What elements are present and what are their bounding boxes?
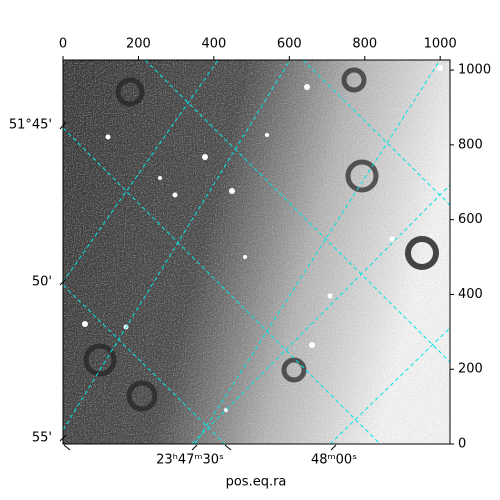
ra-tick-label: 23ʰ47ᵐ30ˢ: [156, 453, 224, 468]
x-tick-label: 200: [126, 37, 151, 52]
dec-tick-label: 55': [32, 431, 52, 446]
dec-tick-label: 51°45': [9, 118, 52, 133]
x-tick-label: 0: [59, 37, 67, 52]
y-tick-label: 600: [458, 212, 483, 227]
y-tick-label: 800: [458, 137, 483, 152]
x-tick-label: 1000: [424, 37, 457, 52]
x-tick-label: 800: [352, 37, 377, 52]
y-tick-label: 0: [458, 437, 466, 452]
sky-image: [63, 60, 450, 444]
x-tick-label: 600: [277, 37, 302, 52]
dec-tick-label: 50': [32, 275, 52, 290]
y-tick-label: 1000: [458, 63, 491, 78]
coordinate-grid: [63, 60, 450, 444]
wcs-ticks: [59, 121, 337, 451]
y-tick-label: 200: [458, 362, 483, 377]
ra-tick-label: 48ᵐ00ˢ: [311, 453, 357, 468]
frame: [62, 59, 451, 445]
y-tick-label: 400: [458, 287, 483, 302]
x-axis-label: pos.eq.ra: [226, 475, 287, 490]
x-tick-label: 400: [201, 37, 226, 52]
